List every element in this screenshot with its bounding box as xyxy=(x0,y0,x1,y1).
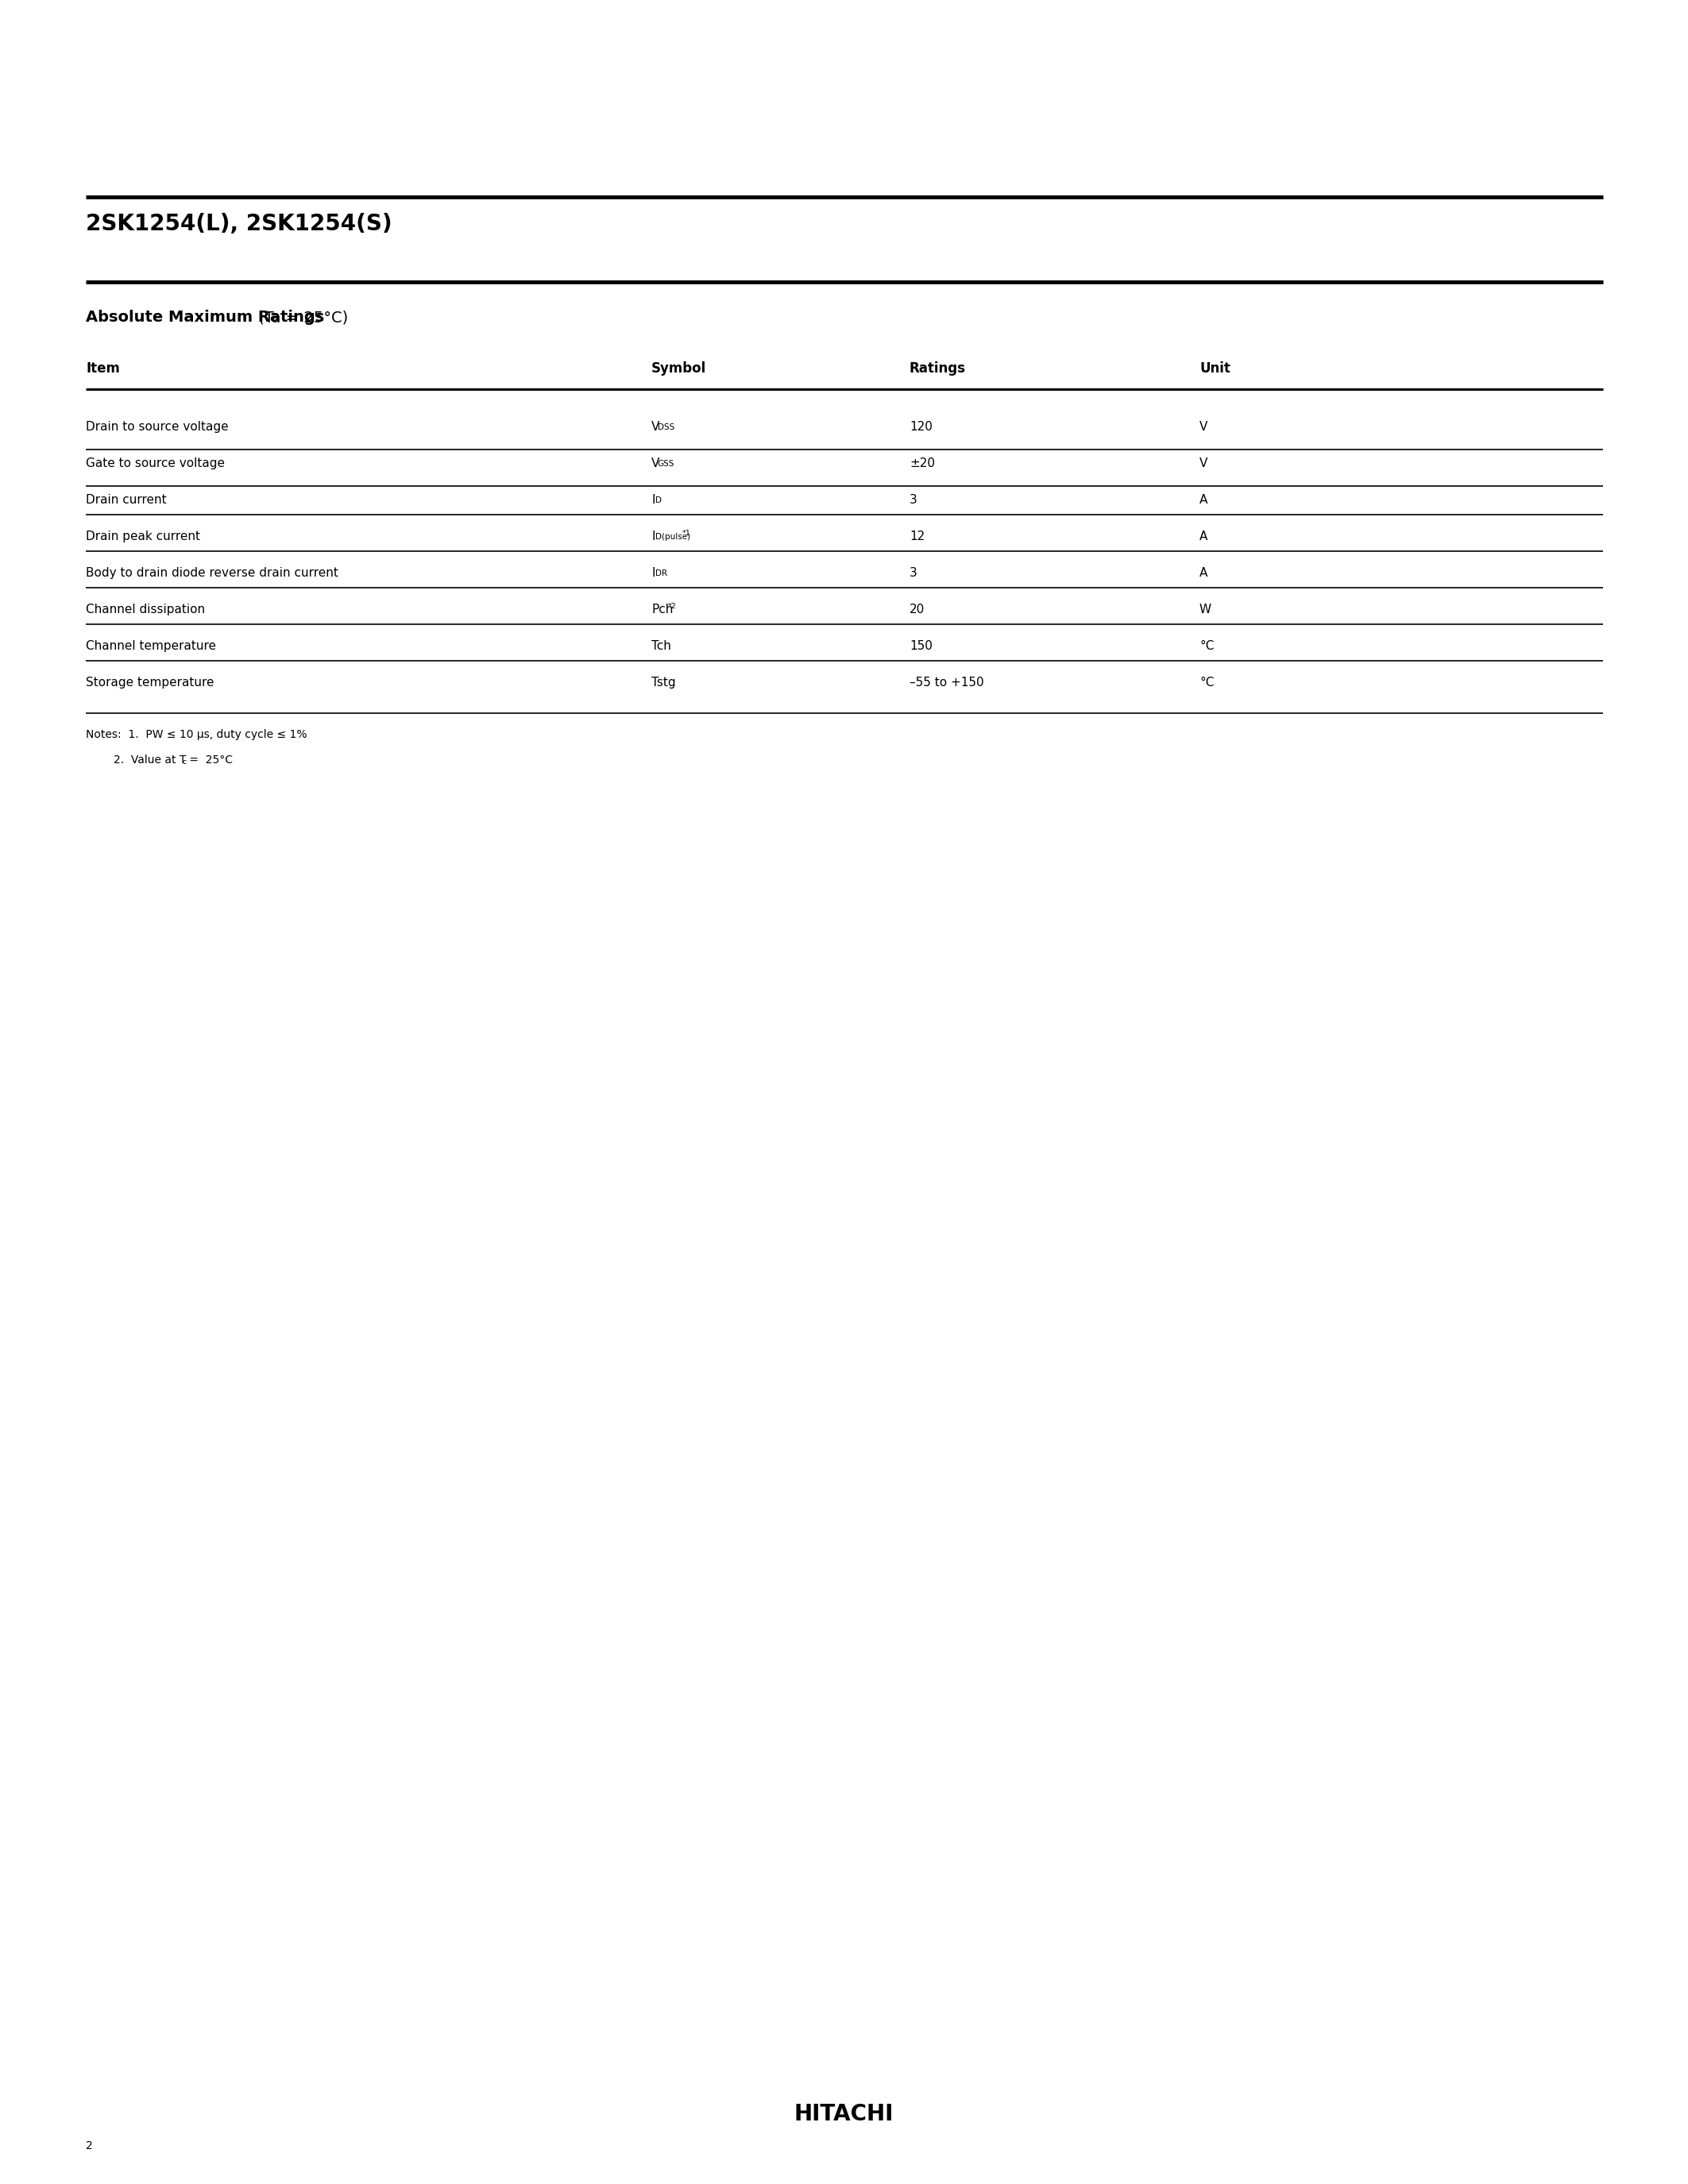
Text: 3: 3 xyxy=(910,494,917,507)
Text: Drain to source voltage: Drain to source voltage xyxy=(86,422,228,432)
Text: 2: 2 xyxy=(86,2140,93,2151)
Text: HITACHI: HITACHI xyxy=(795,2103,895,2125)
Text: D(pulse): D(pulse) xyxy=(655,533,690,542)
Text: Symbol: Symbol xyxy=(652,360,706,376)
Text: GSS: GSS xyxy=(658,461,675,467)
Text: =  25°C: = 25°C xyxy=(186,753,233,767)
Text: Tstg: Tstg xyxy=(652,677,675,688)
Text: 150: 150 xyxy=(910,640,932,653)
Text: ±20: ±20 xyxy=(910,456,935,470)
Text: Tch: Tch xyxy=(652,640,672,653)
Text: 20: 20 xyxy=(910,603,925,616)
Text: Storage temperature: Storage temperature xyxy=(86,677,214,688)
Text: I: I xyxy=(652,568,655,579)
Text: 2.  Value at T: 2. Value at T xyxy=(86,753,186,767)
Text: –55 to +150: –55 to +150 xyxy=(910,677,984,688)
Text: Notes:  1.  PW ≤ 10 μs, duty cycle ≤ 1%: Notes: 1. PW ≤ 10 μs, duty cycle ≤ 1% xyxy=(86,729,307,740)
Text: V: V xyxy=(652,422,660,432)
Text: I: I xyxy=(652,494,655,507)
Text: 3: 3 xyxy=(910,568,917,579)
Text: W: W xyxy=(1200,603,1212,616)
Text: (Ta = 25°C): (Ta = 25°C) xyxy=(253,310,348,325)
Text: Absolute Maximum Ratings: Absolute Maximum Ratings xyxy=(86,310,324,325)
Text: A: A xyxy=(1200,531,1207,542)
Text: 2SK1254(L), 2SK1254(S): 2SK1254(L), 2SK1254(S) xyxy=(86,212,392,236)
Text: 120: 120 xyxy=(910,422,932,432)
Text: Channel dissipation: Channel dissipation xyxy=(86,603,204,616)
Text: Drain current: Drain current xyxy=(86,494,167,507)
Text: Item: Item xyxy=(86,360,120,376)
Text: I: I xyxy=(652,531,655,542)
Text: Channel temperature: Channel temperature xyxy=(86,640,216,653)
Text: Unit: Unit xyxy=(1200,360,1231,376)
Text: *1: *1 xyxy=(682,531,690,537)
Text: c: c xyxy=(182,758,186,767)
Text: Ratings: Ratings xyxy=(910,360,966,376)
Text: V: V xyxy=(652,456,660,470)
Text: °C: °C xyxy=(1200,640,1214,653)
Text: V: V xyxy=(1200,456,1207,470)
Text: Drain peak current: Drain peak current xyxy=(86,531,201,542)
Text: D: D xyxy=(655,496,662,505)
Text: V: V xyxy=(1200,422,1207,432)
Text: DSS: DSS xyxy=(658,424,675,430)
Text: Gate to source voltage: Gate to source voltage xyxy=(86,456,225,470)
Text: A: A xyxy=(1200,568,1207,579)
Text: °C: °C xyxy=(1200,677,1214,688)
Text: A: A xyxy=(1200,494,1207,507)
Text: DR: DR xyxy=(655,570,667,577)
Text: Pch: Pch xyxy=(652,603,674,616)
Text: *2: *2 xyxy=(667,603,677,609)
Text: 12: 12 xyxy=(910,531,925,542)
Text: Body to drain diode reverse drain current: Body to drain diode reverse drain curren… xyxy=(86,568,338,579)
